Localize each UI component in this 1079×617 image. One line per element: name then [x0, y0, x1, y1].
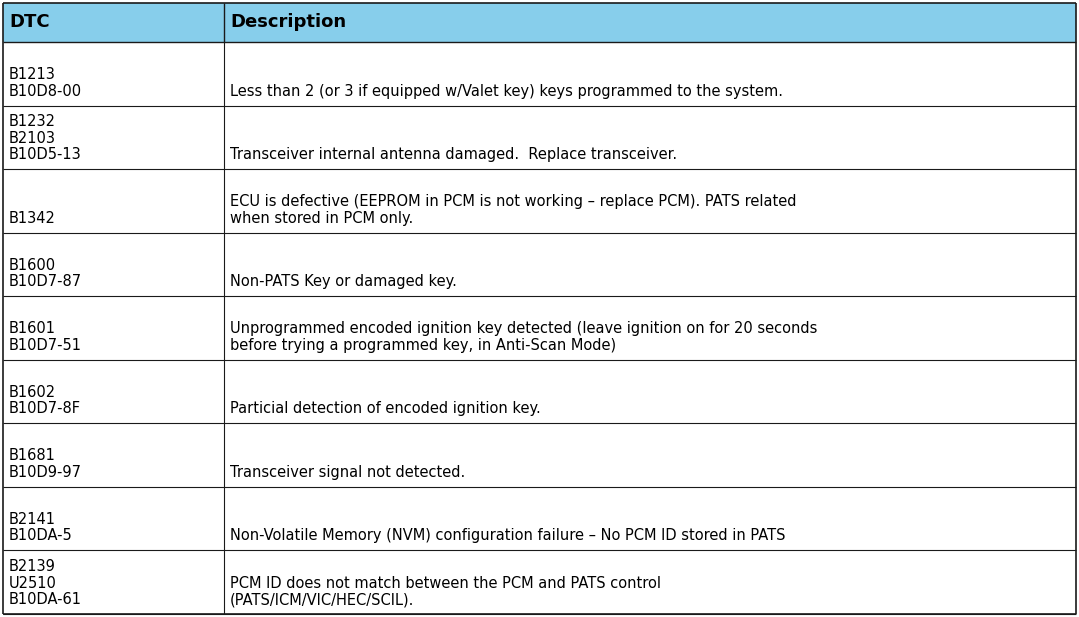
Text: B1342: B1342	[9, 210, 56, 226]
Text: Unprogrammed encoded ignition key detected (leave ignition on for 20 seconds: Unprogrammed encoded ignition key detect…	[230, 321, 818, 336]
Text: B10D9-97: B10D9-97	[9, 465, 82, 480]
Bar	[3, 106, 1076, 169]
Text: B10D7-8F: B10D7-8F	[9, 401, 81, 416]
Text: B10DA-5: B10DA-5	[9, 528, 72, 544]
Text: Less than 2 (or 3 if equipped w/Valet key) keys programmed to the system.: Less than 2 (or 3 if equipped w/Valet ke…	[230, 83, 783, 99]
Text: Particial detection of encoded ignition key.: Particial detection of encoded ignition …	[230, 401, 541, 416]
Text: B1232: B1232	[9, 114, 56, 129]
Text: Non-Volatile Memory (NVM) configuration failure – No PCM ID stored in PATS: Non-Volatile Memory (NVM) configuration …	[230, 528, 786, 544]
Text: (PATS/ICM/VIC/HEC/SCIL).: (PATS/ICM/VIC/HEC/SCIL).	[230, 592, 414, 607]
Text: ECU is defective (EEPROM in PCM is not working – replace PCM). PATS related: ECU is defective (EEPROM in PCM is not w…	[230, 194, 796, 209]
Text: B1602: B1602	[9, 385, 56, 400]
Text: U2510: U2510	[9, 576, 57, 590]
Bar	[3, 42, 1076, 106]
Text: B1601: B1601	[9, 321, 56, 336]
Bar	[3, 487, 1076, 550]
Text: B10D5-13: B10D5-13	[9, 147, 82, 162]
Text: B10D7-87: B10D7-87	[9, 274, 82, 289]
Bar	[3, 233, 1076, 296]
Text: PCM ID does not match between the PCM and PATS control: PCM ID does not match between the PCM an…	[230, 576, 661, 590]
Text: B1681: B1681	[9, 449, 56, 463]
Text: Transceiver signal not detected.: Transceiver signal not detected.	[230, 465, 465, 480]
Bar	[3, 169, 1076, 233]
Text: Transceiver internal antenna damaged.  Replace transceiver.: Transceiver internal antenna damaged. Re…	[230, 147, 678, 162]
Bar	[3, 550, 1076, 614]
Bar	[3, 423, 1076, 487]
Bar	[3, 360, 1076, 423]
Text: Description: Description	[230, 14, 346, 31]
Text: DTC: DTC	[9, 14, 50, 31]
Text: B10D7-51: B10D7-51	[9, 337, 82, 353]
Text: B1600: B1600	[9, 258, 56, 273]
Text: Non-PATS Key or damaged key.: Non-PATS Key or damaged key.	[230, 274, 457, 289]
Text: B10DA-61: B10DA-61	[9, 592, 82, 607]
Bar	[3, 3, 1076, 42]
Bar	[3, 296, 1076, 360]
Text: before trying a programmed key, in Anti-Scan Mode): before trying a programmed key, in Anti-…	[230, 337, 616, 353]
Text: when stored in PCM only.: when stored in PCM only.	[230, 210, 413, 226]
Text: B2139: B2139	[9, 559, 56, 574]
Text: B1213: B1213	[9, 67, 56, 82]
Text: B2141: B2141	[9, 512, 56, 527]
Text: B10D8-00: B10D8-00	[9, 83, 82, 99]
Text: B2103: B2103	[9, 131, 56, 146]
